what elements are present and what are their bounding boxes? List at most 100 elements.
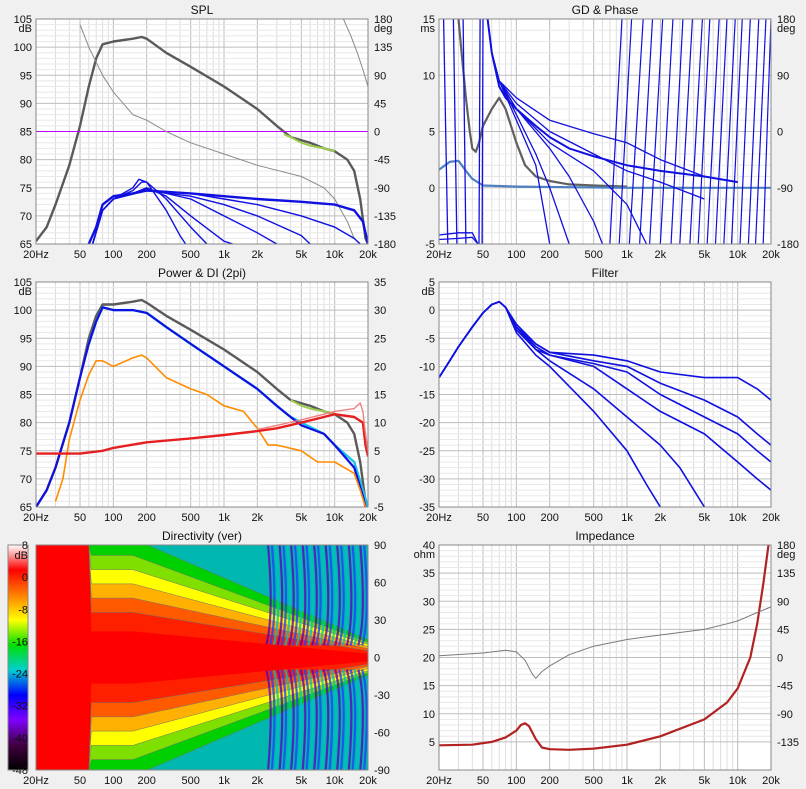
- lobe-stripe-lower: [349, 669, 357, 770]
- x-tick-label: 100: [507, 775, 525, 787]
- y2-tick-label: 0: [777, 127, 783, 139]
- lobe-stripe-lower: [361, 669, 368, 770]
- chart-title: GD & Phase: [572, 3, 639, 17]
- colorbar-unit-label: dB: [15, 550, 28, 562]
- x-tick-label: 1k: [218, 775, 230, 787]
- y2-tick-label: 135: [374, 42, 392, 54]
- lobe-stripe-upper: [299, 545, 307, 646]
- lobe-stripe-lower: [280, 669, 288, 770]
- y-tick-label: 10: [423, 709, 435, 721]
- x-tick-label: 1k: [621, 512, 633, 524]
- phase-wrap-line: [714, 19, 728, 244]
- lobe-stripe-upper: [353, 545, 361, 646]
- y2-tick-label: 180: [374, 14, 392, 26]
- lobe-stripe-upper: [357, 545, 364, 646]
- colorbar-tick-label: -32: [12, 701, 28, 713]
- y2-tick-label: 180: [777, 14, 795, 26]
- lobe-stripe-lower: [353, 669, 361, 770]
- x-tick-label: 500: [182, 249, 200, 261]
- y-tick-label: 105: [14, 14, 32, 26]
- lobe-stripe-lower: [299, 669, 307, 770]
- x-tick-label: 200: [540, 512, 558, 524]
- lobe-stripe-upper: [272, 545, 280, 646]
- lobe-stripe-lower: [357, 669, 364, 770]
- lobe-stripe-upper: [280, 545, 288, 646]
- y-tick-label: 90: [20, 361, 32, 373]
- series-line-5: [87, 189, 368, 244]
- x-tick-label: 20k: [359, 249, 377, 261]
- y2-tick-label: -45: [374, 155, 390, 167]
- x-tick-label: 20Hz: [23, 512, 49, 524]
- x-tick-label: 20Hz: [426, 775, 452, 787]
- x-tick-label: 100: [507, 249, 525, 261]
- series-line-3: [36, 306, 367, 507]
- impedance-panel: Impedance 20Hz 50 100 200 500 1k 2k 5k 10k 20k 5 10 1…: [403, 526, 806, 789]
- chart-title: Directivity (ver): [162, 529, 242, 543]
- lobe-stripe-lower: [276, 669, 284, 770]
- y2-tick-label: 45: [374, 98, 386, 110]
- x-tick-label: 200: [540, 249, 558, 261]
- filter-panel: Filter 20Hz 50 100 200 500 1k 2k 5k 10k 20k -35 -30-…: [403, 263, 806, 526]
- x-tick-label: 5k: [699, 775, 711, 787]
- y-unit-label: dB: [19, 23, 32, 35]
- phase-wrap-line: [730, 19, 743, 244]
- spl-panel: SPL 20Hz 50 100 200 500 1k 2k 5k 10k 20k 65 70 75 80 85…: [0, 0, 403, 263]
- x-tick-label: 2k: [655, 249, 667, 261]
- plot-border: [35, 544, 369, 771]
- y2-tick-label: -90: [374, 183, 390, 195]
- y-tick-label: 80: [20, 155, 32, 167]
- y-tick-label: 5: [429, 127, 435, 139]
- y2-tick-label: -180: [374, 239, 396, 251]
- lobe-stripe-lower: [322, 669, 330, 770]
- directivity-core: [36, 545, 368, 770]
- y-tick-label: 5: [429, 737, 435, 749]
- gd-phase-panel: GD & Phase 20Hz 50 100 200 500 1k 2k 5k 10k 20k -5 0…: [403, 0, 806, 263]
- plot-border: [438, 18, 772, 245]
- angle-tick-label: 30: [374, 615, 386, 627]
- x-tick-label: 2k: [655, 775, 667, 787]
- y-tick-label: -35: [419, 502, 435, 514]
- x-tick-label: 50: [477, 249, 489, 261]
- y2-tick-label: -45: [777, 681, 793, 693]
- lobe-stripe-upper: [303, 545, 311, 646]
- y-unit-label: ms: [420, 23, 435, 35]
- y-tick-label: 20: [423, 653, 435, 665]
- colorbar-tick-label: 8: [22, 540, 28, 552]
- phase-wrap-line: [628, 19, 644, 244]
- lobe-stripe-upper: [265, 545, 272, 646]
- y2-unit-label: deg: [777, 549, 795, 561]
- x-tick-label: 100: [104, 512, 122, 524]
- lobe-stripe-upper: [349, 545, 357, 646]
- spl-svg: SPL 20Hz 50 100 200 500 1k 2k 5k 10k 20k 65 70 75 80 85…: [0, 0, 403, 263]
- y-tick-label: 35: [423, 568, 435, 580]
- phase-wrap-line: [670, 19, 684, 244]
- lobe-stripe-lower: [326, 669, 334, 770]
- y-tick-label: 70: [20, 474, 32, 486]
- series-line-14: [452, 19, 458, 244]
- phase-wrap-line: [609, 19, 623, 244]
- y2-unit-label: deg: [777, 23, 795, 35]
- x-tick-label: 5k: [296, 249, 308, 261]
- phase-wrap-line: [649, 19, 664, 244]
- lobe-stripe-lower: [265, 669, 272, 770]
- lobe-stripe-upper: [268, 545, 276, 646]
- series-line-0: [457, 19, 628, 188]
- lobe-stripe-lower: [307, 669, 314, 770]
- colorbar-tick-label: -8: [18, 604, 28, 616]
- angle-tick-label: -30: [374, 690, 390, 702]
- grid: [438, 281, 772, 508]
- series-line-2: [486, 19, 738, 184]
- x-tick-label: 100: [507, 512, 525, 524]
- y-unit-label: dB: [19, 286, 32, 298]
- x-tick-label: 20k: [762, 249, 780, 261]
- phase-wrap-line: [689, 19, 704, 244]
- y2-unit-label: deg: [374, 23, 392, 35]
- x-tick-label: 200: [137, 512, 155, 524]
- lobe-stripe-lower: [318, 669, 326, 770]
- y-tick-label: 65: [20, 502, 32, 514]
- series-line-4: [54, 354, 367, 507]
- lobe-stripe-lower: [272, 669, 280, 770]
- series-line-13: [442, 19, 449, 244]
